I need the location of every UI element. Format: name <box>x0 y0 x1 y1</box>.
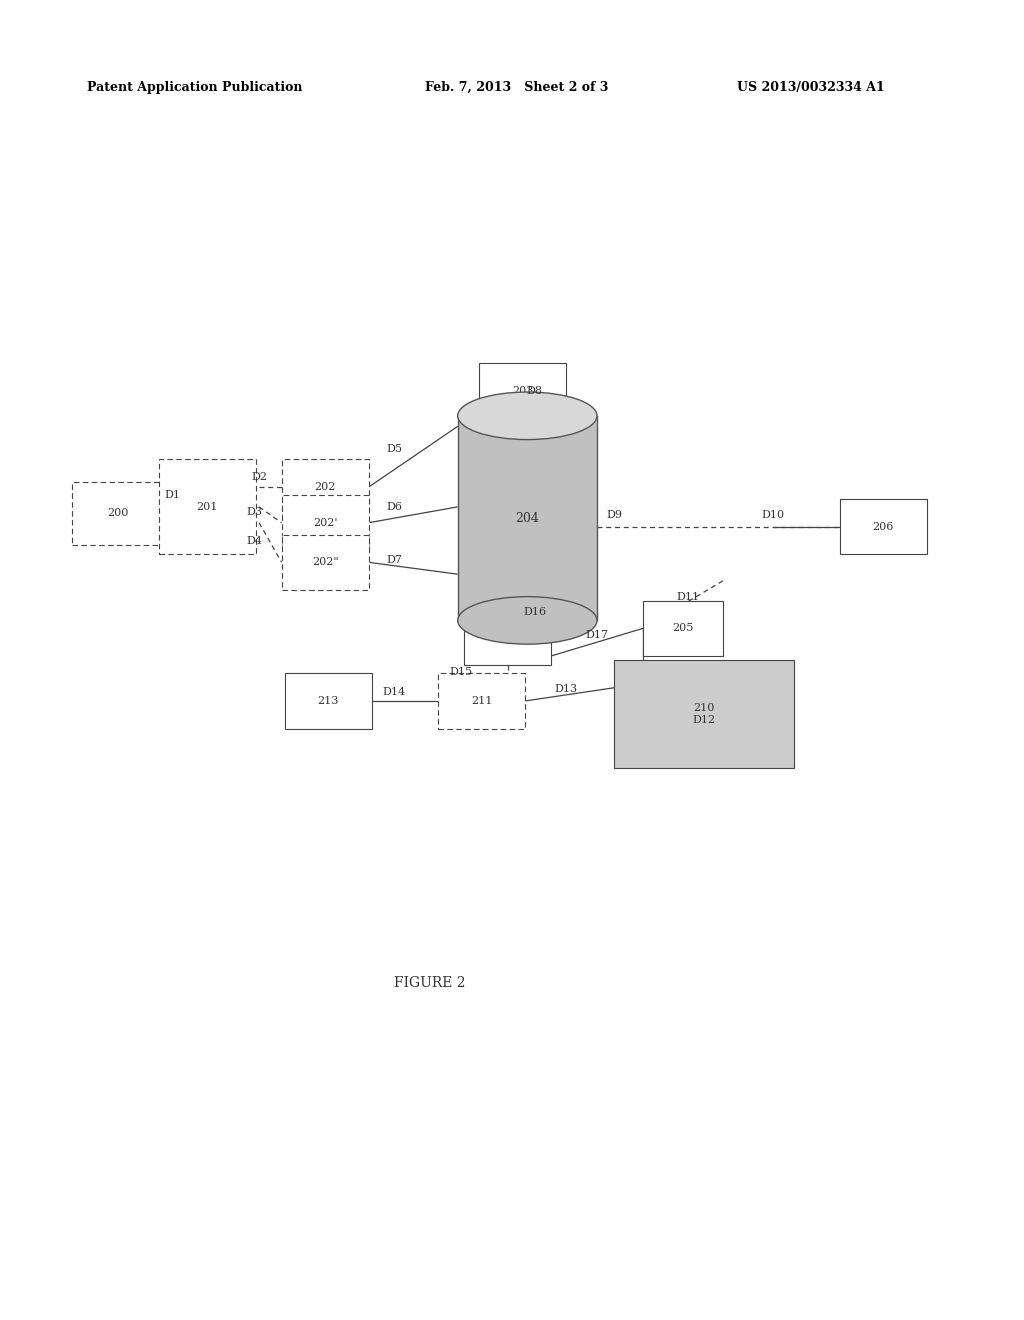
Text: D17: D17 <box>586 630 608 640</box>
Text: D16: D16 <box>523 607 546 618</box>
Bar <box>282 459 369 515</box>
Text: 203: 203 <box>512 385 534 396</box>
Text: D1: D1 <box>164 490 180 500</box>
Text: Patent Application Publication: Patent Application Publication <box>87 81 302 94</box>
Text: D13: D13 <box>555 684 578 694</box>
Text: D14: D14 <box>383 686 406 697</box>
Text: D3: D3 <box>246 507 262 517</box>
Text: D15: D15 <box>450 667 472 677</box>
Text: 210
D12: 210 D12 <box>692 704 716 725</box>
Text: 202: 202 <box>314 482 336 492</box>
Text: D11: D11 <box>677 591 699 602</box>
Bar <box>282 535 369 590</box>
Text: D9: D9 <box>606 510 623 520</box>
Bar <box>840 499 927 554</box>
Ellipse shape <box>458 597 597 644</box>
Text: 202': 202' <box>313 517 337 528</box>
Text: 201: 201 <box>197 502 218 512</box>
Bar <box>643 601 723 656</box>
Text: 204: 204 <box>515 512 540 524</box>
Text: D10: D10 <box>762 510 784 520</box>
Text: Feb. 7, 2013   Sheet 2 of 3: Feb. 7, 2013 Sheet 2 of 3 <box>425 81 608 94</box>
Bar <box>438 673 525 729</box>
Text: 200: 200 <box>108 508 128 519</box>
Bar <box>464 610 551 665</box>
Text: 205: 205 <box>673 623 693 634</box>
Text: 206: 206 <box>872 521 894 532</box>
Text: FIGURE 2: FIGURE 2 <box>394 977 466 990</box>
Text: D8: D8 <box>526 385 543 396</box>
Text: D5: D5 <box>386 444 402 454</box>
Bar <box>282 495 369 550</box>
Bar <box>614 660 794 768</box>
Bar <box>479 363 566 418</box>
Bar <box>458 416 597 620</box>
Text: D7: D7 <box>386 554 402 565</box>
Ellipse shape <box>458 392 597 440</box>
Bar <box>285 673 372 729</box>
Text: D2: D2 <box>251 471 267 482</box>
Text: D4: D4 <box>246 536 262 546</box>
Text: D6: D6 <box>386 502 402 512</box>
Text: 212: 212 <box>497 632 518 643</box>
Text: 211: 211 <box>471 696 493 706</box>
Text: 202": 202" <box>311 557 339 568</box>
Bar <box>159 459 256 554</box>
Bar <box>72 482 164 545</box>
Text: 213: 213 <box>317 696 339 706</box>
Text: US 2013/0032334 A1: US 2013/0032334 A1 <box>737 81 885 94</box>
